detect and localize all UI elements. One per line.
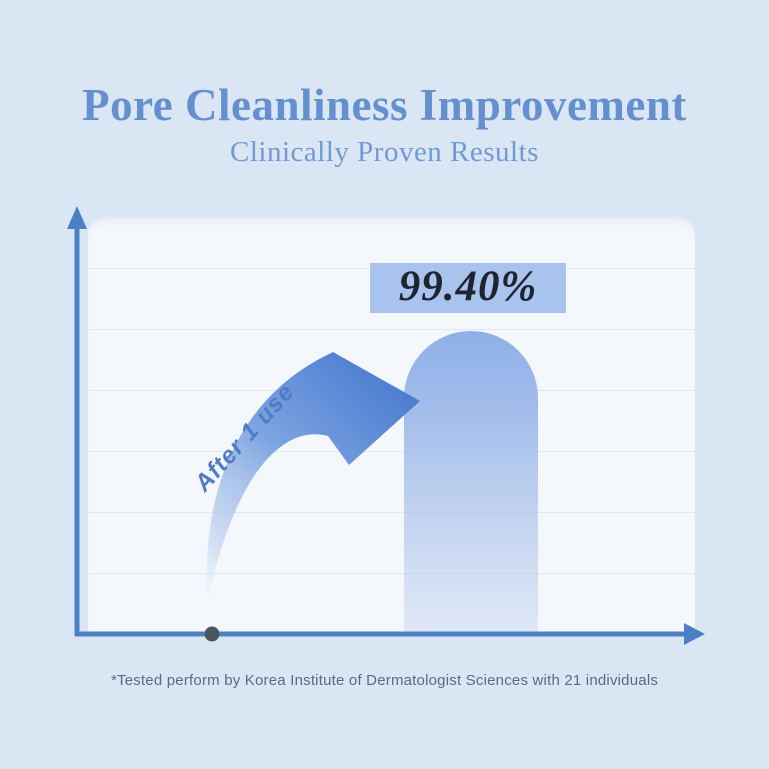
gridline <box>88 451 695 452</box>
footnote: *Tested perform by Korea Institute of De… <box>110 672 659 689</box>
bar-99-percent <box>404 331 538 633</box>
value-label-box: 99.40% <box>370 263 566 313</box>
page-subtitle: Clinically Proven Results <box>230 136 539 168</box>
y-axis-arrowhead-icon <box>67 206 87 229</box>
gridline <box>88 512 695 513</box>
gridline <box>88 329 695 330</box>
page-title: Pore Cleanliness Improvement <box>82 80 687 130</box>
growth-arrow <box>206 352 420 606</box>
x-axis-arrowhead-icon <box>684 623 705 645</box>
gridline <box>88 573 695 574</box>
origin-dot-icon <box>204 626 220 642</box>
value-label: 99.40% <box>398 262 538 310</box>
